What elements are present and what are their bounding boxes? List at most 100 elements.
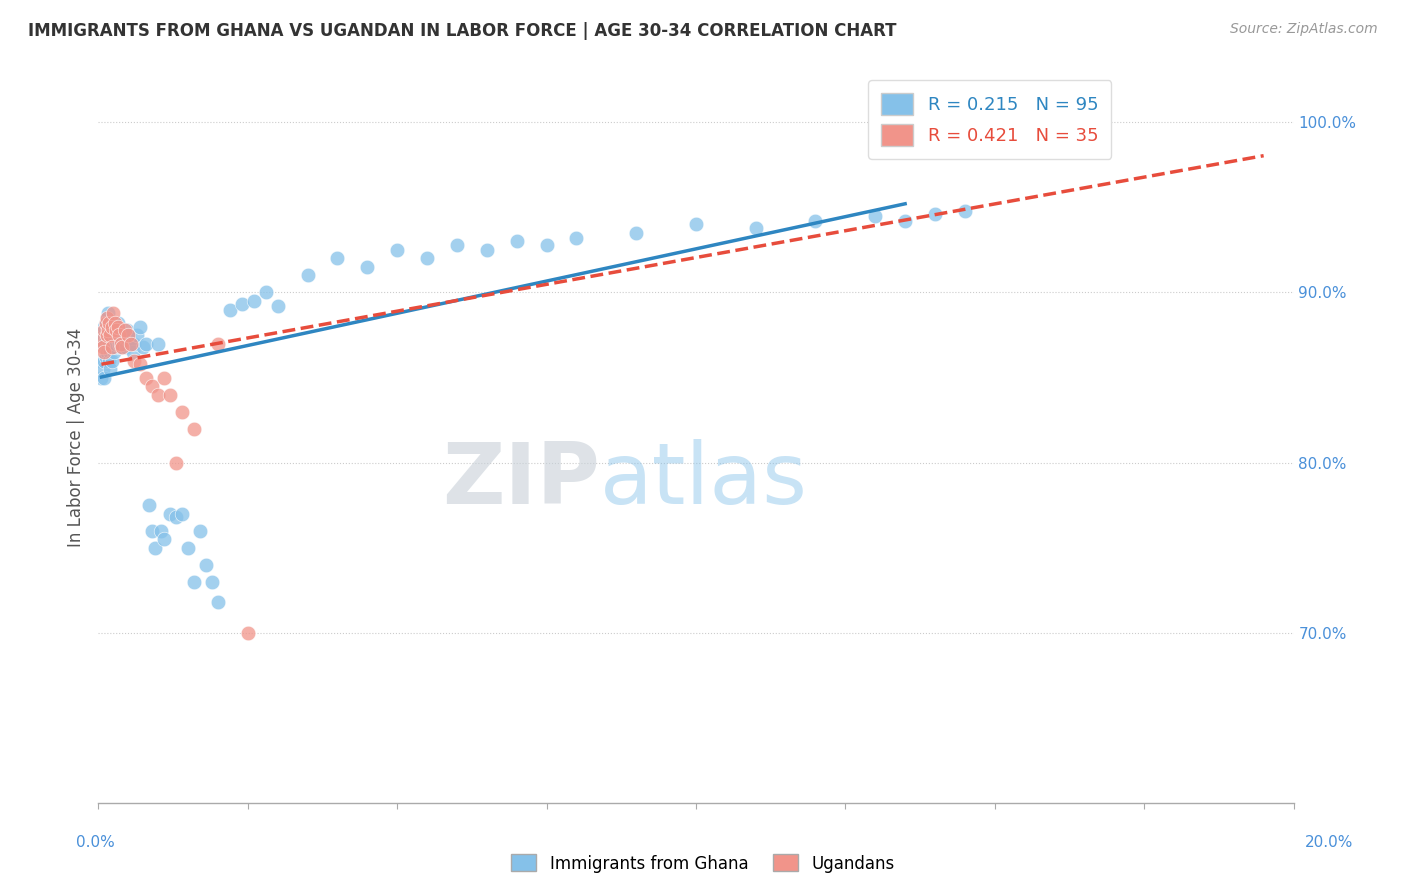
Point [183, 574, 205, 589]
Point [93, 323, 115, 337]
Point [122, 345, 145, 359]
Point [107, 323, 129, 337]
Point [94, 316, 117, 330]
Point [159, 507, 181, 521]
Point [100, 340, 122, 354]
Point [105, 336, 128, 351]
Point [416, 252, 439, 266]
Point [475, 243, 498, 257]
Point [105, 323, 128, 337]
Point [93, 353, 115, 368]
Point [96, 323, 118, 337]
Point [219, 302, 242, 317]
Point [254, 285, 277, 300]
Point [103, 306, 125, 320]
Point [231, 297, 253, 311]
Text: IMMIGRANTS FROM GHANA VS UGANDAN IN LABOR FORCE | AGE 30-34 CORRELATION CHART: IMMIGRANTS FROM GHANA VS UGANDAN IN LABO… [28, 22, 897, 40]
Point [626, 226, 648, 240]
Point [100, 336, 122, 351]
Point [141, 524, 163, 538]
Point [114, 328, 136, 343]
Point [112, 336, 135, 351]
Point [135, 336, 157, 351]
Point [127, 328, 149, 343]
Point [93, 319, 115, 334]
Point [96, 311, 118, 326]
Point [894, 214, 917, 228]
Point [165, 510, 187, 524]
Point [104, 340, 127, 354]
Point [97, 340, 120, 354]
Point [110, 340, 132, 354]
Point [104, 323, 127, 337]
Point [91, 328, 114, 343]
Point [172, 507, 194, 521]
Point [326, 252, 349, 266]
Point [98, 316, 121, 330]
Point [177, 541, 200, 555]
Point [183, 421, 205, 435]
Point [506, 235, 529, 249]
Point [93, 336, 115, 351]
Point [108, 336, 131, 351]
Point [148, 387, 170, 401]
Point [98, 328, 122, 343]
Point [153, 532, 176, 546]
Point [93, 345, 115, 359]
Point [385, 243, 409, 257]
Point [107, 333, 129, 347]
Point [96, 345, 118, 359]
Point [120, 336, 142, 351]
Point [103, 345, 125, 359]
Point [356, 260, 378, 274]
Point [98, 345, 122, 359]
Point [103, 328, 125, 343]
Point [97, 306, 120, 320]
Point [297, 268, 319, 283]
Point [115, 340, 138, 354]
Point [124, 336, 146, 351]
Point [124, 353, 146, 368]
Point [105, 319, 128, 334]
Point [100, 319, 122, 334]
Text: atlas: atlas [600, 440, 808, 523]
Point [114, 323, 136, 337]
Point [110, 336, 132, 351]
Point [101, 323, 124, 337]
Point [94, 333, 117, 347]
Point [159, 387, 181, 401]
Point [207, 336, 229, 351]
Legend: Immigrants from Ghana, Ugandans: Immigrants from Ghana, Ugandans [505, 847, 901, 880]
Point [90, 336, 112, 351]
Point [97, 323, 120, 337]
Point [111, 340, 134, 354]
Text: ZIP: ZIP [443, 440, 600, 523]
Point [188, 524, 211, 538]
Legend: R = 0.215   N = 95, R = 0.421   N = 35: R = 0.215 N = 95, R = 0.421 N = 35 [869, 80, 1111, 159]
Text: Source: ZipAtlas.com: Source: ZipAtlas.com [1230, 22, 1378, 37]
Point [98, 328, 122, 343]
Point [953, 203, 976, 218]
Point [120, 336, 142, 351]
Point [865, 132, 887, 146]
Point [100, 319, 122, 334]
Point [90, 370, 112, 384]
Point [104, 316, 127, 330]
Point [96, 340, 118, 354]
Point [101, 340, 124, 354]
Point [91, 340, 114, 354]
Point [132, 340, 155, 354]
Point [96, 328, 118, 343]
Point [98, 362, 122, 376]
Point [117, 328, 139, 343]
Point [96, 328, 118, 343]
Point [90, 353, 112, 368]
Point [143, 541, 166, 555]
Point [172, 404, 194, 418]
Point [98, 336, 121, 351]
Point [115, 323, 138, 337]
Point [195, 558, 218, 572]
Point [100, 353, 122, 368]
Point [107, 319, 129, 334]
Point [148, 336, 170, 351]
